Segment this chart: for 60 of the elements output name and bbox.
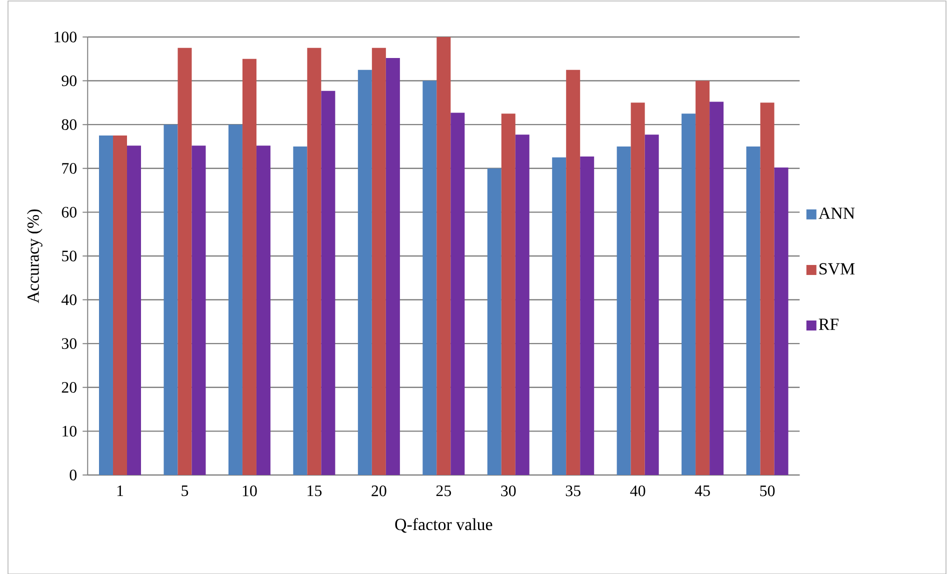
bar bbox=[682, 113, 696, 475]
bar bbox=[696, 80, 710, 475]
bar bbox=[436, 36, 451, 475]
x-tick-label: 30 bbox=[501, 485, 516, 496]
bar bbox=[386, 58, 400, 475]
y-tick-label: 0 bbox=[70, 469, 77, 480]
y-axis-title: Accuracy (%) bbox=[26, 209, 42, 303]
bar bbox=[580, 156, 594, 475]
legend-label: RF bbox=[818, 318, 839, 330]
bar bbox=[242, 58, 256, 475]
bar bbox=[228, 124, 242, 475]
y-tick-label: 70 bbox=[62, 162, 77, 174]
bar bbox=[307, 48, 322, 475]
x-tick-label: 10 bbox=[242, 485, 257, 496]
y-tick-label: 60 bbox=[62, 206, 77, 218]
bar bbox=[164, 124, 178, 475]
bar bbox=[450, 112, 465, 475]
bar bbox=[501, 113, 516, 475]
bar bbox=[774, 167, 788, 475]
bar bbox=[746, 146, 760, 475]
x-tick-label: 20 bbox=[372, 485, 386, 496]
bar bbox=[616, 146, 631, 475]
x-tick-label: 50 bbox=[760, 485, 775, 496]
y-tick-label: 90 bbox=[62, 75, 77, 86]
x-tick-label: 25 bbox=[436, 485, 451, 496]
y-tick-label: 100 bbox=[54, 31, 77, 42]
y-tick-label: 10 bbox=[62, 426, 77, 436]
bar bbox=[422, 80, 437, 475]
x-tick-label: 15 bbox=[308, 485, 322, 496]
bar bbox=[99, 135, 114, 475]
x-tick-label: 1 bbox=[117, 485, 124, 496]
bar bbox=[321, 90, 336, 475]
y-tick-label: 50 bbox=[62, 250, 77, 262]
bar bbox=[293, 146, 308, 475]
x-tick-label: 40 bbox=[630, 485, 646, 496]
x-tick-label: 5 bbox=[182, 485, 188, 496]
bar bbox=[192, 145, 206, 475]
x-axis-title: Q-factor value bbox=[395, 518, 492, 533]
y-tick-label: 30 bbox=[62, 338, 77, 349]
bar bbox=[372, 48, 386, 475]
x-tick-label: 45 bbox=[694, 485, 710, 496]
bar bbox=[358, 70, 372, 475]
y-tick-label: 40 bbox=[62, 294, 77, 305]
bar bbox=[515, 134, 530, 475]
bar bbox=[178, 48, 192, 475]
bar bbox=[710, 102, 724, 475]
bar bbox=[566, 70, 580, 475]
bar bbox=[487, 168, 502, 475]
bar bbox=[127, 145, 142, 475]
legend-label: SVM bbox=[820, 262, 855, 274]
y-tick-label: 20 bbox=[62, 382, 77, 393]
y-tick-label: 80 bbox=[62, 119, 77, 130]
bar bbox=[256, 145, 270, 475]
bar bbox=[644, 134, 659, 475]
x-tick-label: 35 bbox=[566, 485, 580, 496]
legend-label: ANN bbox=[818, 207, 855, 219]
bar bbox=[760, 102, 774, 475]
bar bbox=[552, 157, 566, 475]
bar bbox=[630, 102, 645, 475]
bar bbox=[113, 135, 128, 475]
